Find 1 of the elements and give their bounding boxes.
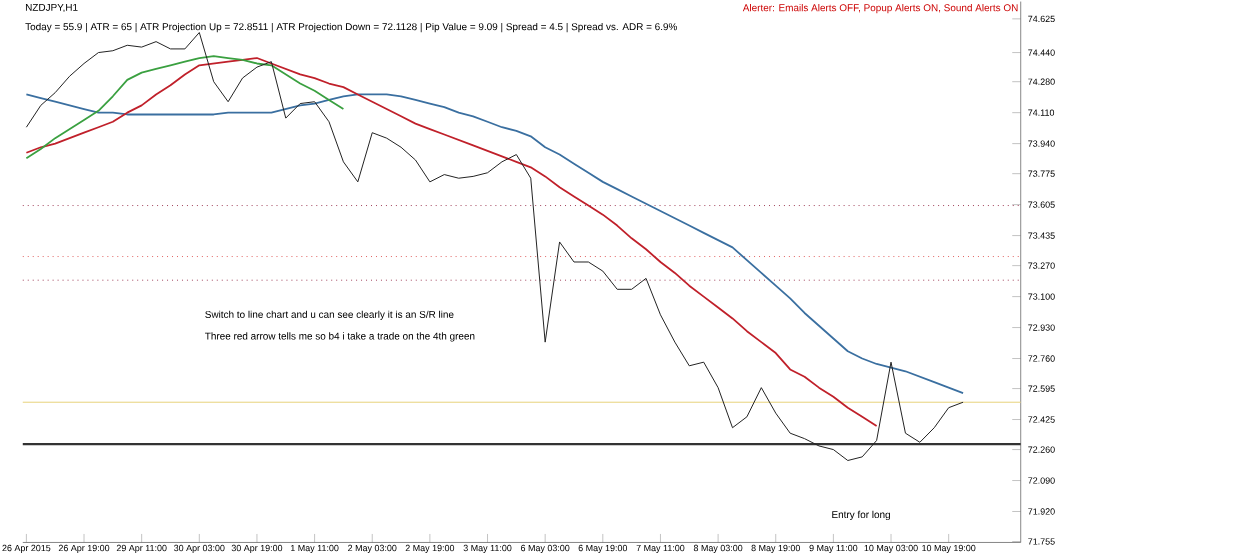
line-series [25,31,964,461]
